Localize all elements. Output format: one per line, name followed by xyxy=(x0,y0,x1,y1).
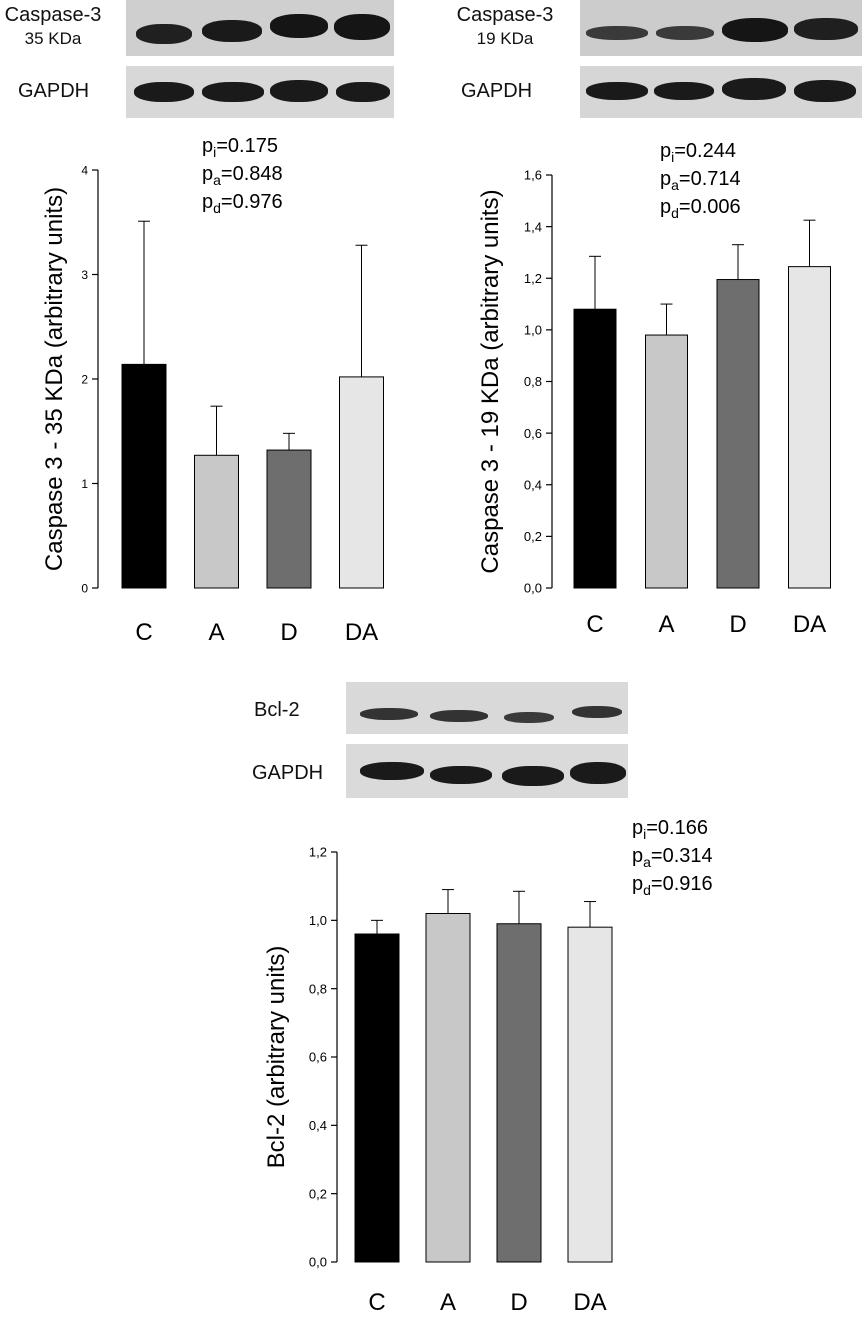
bcl2-blot-image xyxy=(346,682,628,734)
casp35-bar-d xyxy=(266,449,312,589)
casp19-band-d xyxy=(722,18,788,42)
casp19-gapdh-label: GAPDH xyxy=(461,80,533,102)
casp19-gapdh-band-da xyxy=(794,80,856,102)
casp19-p-value: pd=0.006 xyxy=(660,196,741,221)
casp35-label-line1: Caspase-3 xyxy=(4,4,102,26)
casp19-y-tick-label: 0,0 xyxy=(524,581,542,596)
casp35-y-axis-label: Caspase 3 - 35 KDa (arbitrary units) xyxy=(41,187,68,571)
casp35-category-label: D xyxy=(280,619,297,646)
casp19-bar-da xyxy=(788,266,831,589)
casp35-p-value: pd=0.976 xyxy=(202,191,283,216)
casp35-y-tick-label: 2 xyxy=(81,372,88,386)
casp19-y-tick-label: 0,2 xyxy=(524,529,542,544)
bcl2-y-tick-label: 0,8 xyxy=(309,981,327,996)
bcl2-y-tick-label: 1,2 xyxy=(309,845,327,860)
bcl2-band-a xyxy=(430,710,488,722)
casp35-bar-c xyxy=(121,363,167,589)
casp35-category-label: DA xyxy=(345,619,378,646)
casp19-gapdh-band-d xyxy=(722,78,786,100)
casp19-p-value: pa=0.714 xyxy=(660,168,741,193)
bcl2-band-c xyxy=(360,708,418,720)
bcl2-gapdh-image xyxy=(346,744,628,798)
casp19-y-tick-label: 1,6 xyxy=(524,168,542,183)
bcl2-gapdh-band-c xyxy=(360,762,424,780)
casp19-band-a xyxy=(656,26,714,40)
casp19-bar-a xyxy=(645,334,688,589)
casp35-category-label: A xyxy=(208,619,224,646)
bcl2-y-tick-label: 0,2 xyxy=(309,1186,327,1201)
casp19-blot-image xyxy=(580,0,862,56)
casp19-label-line2: 19 KDa xyxy=(476,29,534,48)
casp35-bar-da xyxy=(339,376,384,589)
bcl2-gapdh-label: GAPDH xyxy=(252,762,324,784)
casp35-gapdh-band-d xyxy=(270,80,328,102)
bcl2-category-label: A xyxy=(440,1289,456,1316)
casp35-y-tick-label: 1 xyxy=(81,477,88,491)
casp35-p-value: pi=0.175 xyxy=(202,135,278,160)
casp19-gapdh-image xyxy=(580,66,862,118)
casp19-category-label: DA xyxy=(793,611,826,638)
casp35-gapdh-label: GAPDH xyxy=(18,80,90,102)
casp19-label-line1: Caspase-3 xyxy=(456,4,554,26)
casp19-bar-c xyxy=(573,308,617,589)
casp19-bar-d xyxy=(716,279,760,589)
casp35-p-value: pa=0.848 xyxy=(202,163,283,188)
bcl2-blot-label: Bcl-2 xyxy=(254,699,300,721)
casp35-band-a xyxy=(202,20,262,42)
bcl2-p-value: pi=0.166 xyxy=(632,817,708,842)
casp35-label-line2: 35 KDa xyxy=(24,29,82,48)
bcl2-y-tick-label: 1,0 xyxy=(309,913,327,928)
casp19-category-label: A xyxy=(658,611,674,638)
bcl2-y-axis-label: Bcl-2 (arbitrary units) xyxy=(263,946,290,1169)
casp35-band-c xyxy=(136,24,192,44)
casp35-y-tick-label: 0 xyxy=(81,581,88,595)
casp35-y-tick-label: 4 xyxy=(81,163,88,177)
casp35-bar-a xyxy=(194,454,239,589)
bcl2-category-label: D xyxy=(510,1289,527,1316)
bcl2-gapdh-band-da xyxy=(570,762,626,784)
bcl2-gapdh-band-d xyxy=(502,766,564,786)
bcl2-y-tick-label: 0,6 xyxy=(309,1050,327,1065)
bcl2-y-tick-label: 0,4 xyxy=(309,1118,327,1133)
casp19-y-tick-label: 1,4 xyxy=(524,219,542,234)
casp35-gapdh-band-c xyxy=(134,82,194,102)
bcl2-p-value: pa=0.314 xyxy=(632,845,713,870)
casp35-band-d xyxy=(270,14,328,38)
casp19-y-tick-label: 0,8 xyxy=(524,374,542,389)
bcl2-category-label: C xyxy=(368,1289,385,1316)
bcl2-bar-da xyxy=(567,926,613,1263)
casp19-y-tick-label: 1,2 xyxy=(524,271,542,286)
bcl2-bar-d xyxy=(496,923,542,1263)
casp35-band-da xyxy=(334,14,390,40)
casp35-gapdh-band-a xyxy=(202,82,264,102)
casp35-gapdh-band-da xyxy=(336,82,390,102)
casp19-p-value: pi=0.244 xyxy=(660,140,736,165)
casp19-y-tick-label: 0,4 xyxy=(524,477,542,492)
bcl2-band-da xyxy=(572,706,622,718)
casp35-gapdh-image xyxy=(126,66,394,118)
casp35-blot-label: Caspase-3 35 KDa xyxy=(0,4,106,49)
casp19-y-axis-label: Caspase 3 - 19 KDa (arbitrary units) xyxy=(477,189,504,573)
casp19-blot-label: Caspase-3 19 KDa xyxy=(440,4,570,49)
bcl2-category-label: DA xyxy=(573,1289,606,1316)
casp19-y-tick-label: 0,6 xyxy=(524,426,542,441)
casp19-category-label: C xyxy=(586,611,603,638)
casp19-gapdh-band-c xyxy=(586,82,648,100)
casp19-band-c xyxy=(586,26,648,40)
casp19-gapdh-band-a xyxy=(654,82,714,100)
casp19-y-tick-label: 1,0 xyxy=(524,323,542,338)
bcl2-bar-c xyxy=(354,933,400,1263)
casp19-category-label: D xyxy=(729,611,746,638)
casp19-band-da xyxy=(794,18,858,40)
casp35-category-label: C xyxy=(135,619,152,646)
bcl2-p-value: pd=0.916 xyxy=(632,873,713,898)
bcl2-bar-a xyxy=(425,913,471,1263)
casp35-y-tick-label: 3 xyxy=(81,268,88,282)
casp35-blot-image xyxy=(126,0,394,56)
bcl2-y-tick-label: 0,0 xyxy=(309,1255,327,1270)
bcl2-band-d xyxy=(504,712,554,723)
bcl2-gapdh-band-a xyxy=(430,766,492,784)
